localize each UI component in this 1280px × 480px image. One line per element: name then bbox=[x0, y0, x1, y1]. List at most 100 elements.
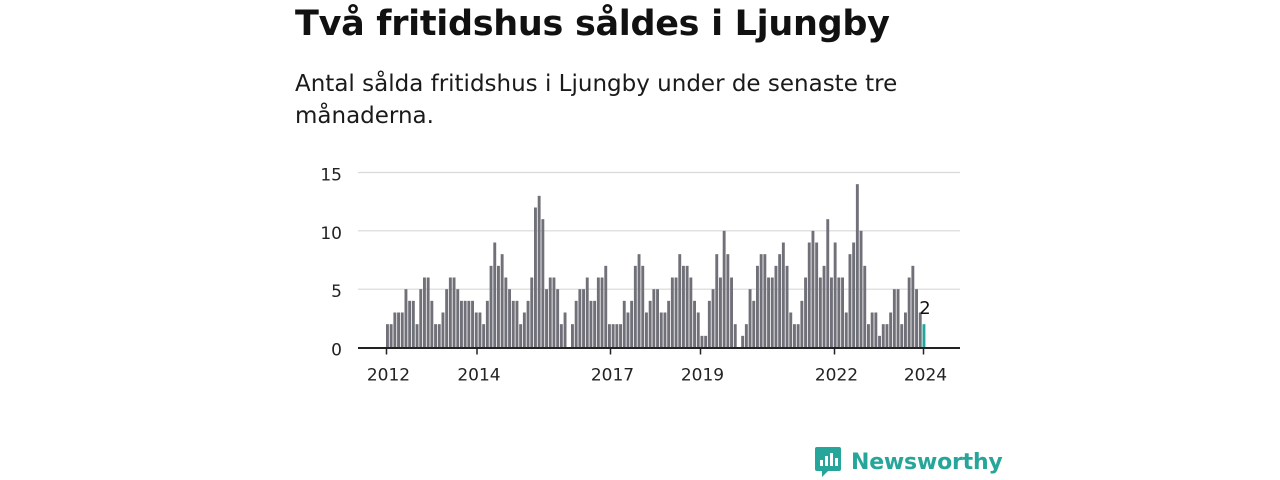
bar bbox=[818, 277, 822, 348]
bar bbox=[511, 300, 515, 348]
bar bbox=[571, 324, 574, 348]
bar bbox=[441, 312, 445, 348]
bar bbox=[404, 289, 408, 348]
x-tick-label: 2014 bbox=[457, 366, 500, 386]
bar bbox=[881, 324, 885, 348]
bar bbox=[781, 242, 785, 348]
bar bbox=[471, 300, 474, 348]
bar bbox=[596, 277, 600, 348]
bar bbox=[874, 312, 878, 348]
bar bbox=[434, 324, 437, 348]
bar bbox=[611, 324, 615, 348]
bar bbox=[867, 324, 870, 348]
bar bbox=[863, 265, 867, 348]
bar bbox=[389, 324, 393, 348]
bar bbox=[552, 277, 556, 348]
bar bbox=[600, 277, 604, 348]
bar bbox=[726, 254, 730, 348]
x-tick-label: 2012 bbox=[367, 366, 410, 386]
bar bbox=[393, 312, 397, 348]
bar bbox=[900, 324, 904, 348]
bar bbox=[386, 324, 389, 348]
bar bbox=[589, 300, 593, 348]
bar bbox=[578, 289, 582, 348]
bar bbox=[711, 289, 715, 348]
bar bbox=[811, 230, 815, 348]
bar bbox=[870, 312, 874, 348]
bar bbox=[878, 335, 881, 348]
bar bbox=[785, 265, 789, 348]
bar bbox=[674, 277, 678, 348]
bar bbox=[563, 312, 567, 348]
bar bbox=[489, 265, 493, 348]
bar bbox=[744, 324, 748, 348]
bar bbox=[693, 300, 696, 348]
bar bbox=[515, 300, 519, 348]
bar bbox=[670, 277, 674, 348]
bar bbox=[800, 300, 804, 348]
bar bbox=[770, 277, 774, 348]
bar bbox=[537, 195, 541, 348]
bar bbox=[534, 207, 537, 348]
bar bbox=[733, 324, 737, 348]
bar bbox=[622, 300, 626, 348]
bar bbox=[508, 289, 511, 348]
bar bbox=[833, 242, 837, 348]
y-tick-label: 10 bbox=[320, 224, 342, 244]
bar bbox=[748, 289, 752, 348]
bar bbox=[652, 289, 656, 348]
bar bbox=[911, 265, 915, 348]
y-tick-label: 5 bbox=[331, 282, 342, 302]
bar bbox=[548, 277, 552, 348]
bar bbox=[778, 254, 782, 348]
bar bbox=[763, 254, 767, 348]
bar bbox=[855, 184, 859, 348]
bar bbox=[430, 300, 434, 348]
bar bbox=[500, 254, 504, 348]
bar bbox=[478, 312, 482, 348]
bar bbox=[667, 300, 671, 348]
bar bbox=[463, 300, 467, 348]
y-tick-label: 15 bbox=[320, 166, 342, 186]
brand-name: Newsworthy bbox=[851, 449, 1003, 475]
x-tick-label: 2024 bbox=[904, 366, 947, 386]
bar bbox=[859, 230, 863, 348]
bar bbox=[574, 300, 578, 348]
bar bbox=[423, 277, 426, 348]
bar bbox=[522, 312, 526, 348]
bar bbox=[659, 312, 663, 348]
bar bbox=[848, 254, 852, 348]
bar bbox=[604, 265, 608, 348]
bar bbox=[582, 289, 585, 348]
bar bbox=[626, 312, 630, 348]
bar bbox=[608, 324, 611, 348]
bar bbox=[504, 277, 508, 348]
bar bbox=[419, 289, 423, 348]
bar bbox=[448, 277, 452, 348]
bar bbox=[918, 312, 922, 348]
bar bbox=[796, 324, 800, 348]
bar bbox=[485, 300, 489, 348]
last-value-label: 2 bbox=[919, 298, 930, 319]
bar bbox=[678, 254, 682, 348]
bar bbox=[426, 277, 430, 348]
bar bbox=[637, 254, 641, 348]
bar bbox=[648, 300, 652, 348]
bar bbox=[759, 254, 763, 348]
bar bbox=[545, 289, 548, 348]
bar bbox=[696, 312, 700, 348]
newsworthy-logo-icon bbox=[815, 447, 841, 477]
bar-highlight bbox=[922, 324, 926, 348]
bar bbox=[460, 300, 463, 348]
bar bbox=[682, 265, 685, 348]
bar bbox=[822, 265, 826, 348]
bar bbox=[793, 324, 796, 348]
bar bbox=[844, 312, 848, 348]
bar bbox=[619, 324, 622, 348]
bar bbox=[700, 335, 704, 348]
bar bbox=[519, 324, 523, 348]
bar bbox=[559, 324, 563, 348]
bar bbox=[774, 265, 778, 348]
bar bbox=[452, 277, 456, 348]
bar bbox=[915, 289, 918, 348]
